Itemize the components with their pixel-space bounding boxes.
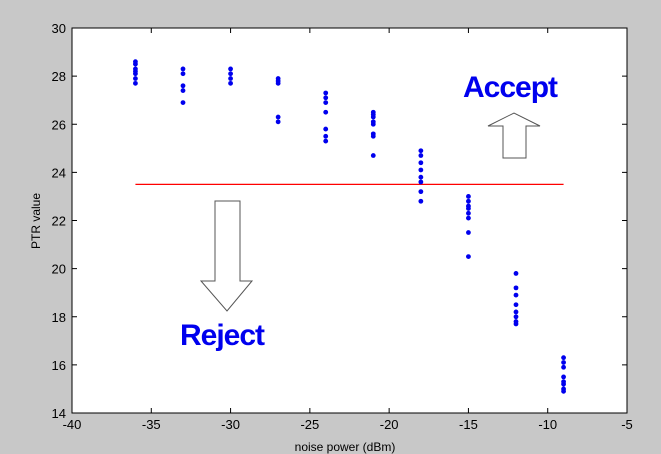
data-point: [418, 153, 424, 158]
x-tick-label: -35: [142, 417, 161, 432]
data-point: [180, 100, 186, 105]
data-point: [418, 174, 424, 180]
y-axis-label: PTR value: [29, 193, 43, 249]
data-point: [180, 66, 186, 72]
y-tick-label: 28: [52, 69, 66, 84]
data-point: [466, 210, 471, 216]
data-point: [275, 119, 281, 125]
y-tick-label: 14: [52, 406, 66, 421]
data-point: [370, 153, 376, 158]
x-tick-label: -25: [300, 417, 319, 432]
data-point: [561, 381, 566, 387]
data-point: [275, 114, 281, 120]
data-point: [418, 198, 424, 204]
y-tick-label: 20: [52, 262, 66, 277]
data-point: [466, 198, 471, 204]
data-point: [323, 90, 329, 96]
x-tick-label: -20: [380, 417, 399, 432]
data-point: [418, 160, 424, 166]
data-point: [180, 88, 186, 93]
data-point: [228, 80, 233, 86]
data-point: [513, 285, 519, 291]
accept-arrow: [487, 112, 541, 159]
data-point: [513, 302, 519, 308]
x-tick-label: -15: [459, 417, 478, 432]
data-point: [418, 148, 424, 154]
plot-area: [71, 27, 628, 414]
data-point: [275, 80, 281, 86]
data-point: [466, 206, 471, 211]
data-point: [180, 71, 186, 77]
data-point: [418, 167, 424, 173]
reject-arrow: [199, 200, 254, 312]
x-tick-label: -30: [221, 417, 240, 432]
y-tick-label: 16: [52, 358, 66, 373]
data-point: [323, 100, 329, 105]
data-point: [513, 292, 519, 298]
data-point: [133, 61, 138, 67]
data-point: [513, 321, 519, 327]
data-point: [466, 254, 471, 259]
data-point: [561, 374, 566, 380]
data-point: [561, 364, 566, 370]
data-point: [323, 138, 329, 144]
y-tick-label: 30: [52, 21, 66, 36]
data-point: [466, 194, 471, 199]
y-tick-label: 22: [52, 214, 66, 229]
data-point: [370, 114, 376, 120]
y-tick-label: 26: [52, 117, 66, 132]
data-point: [370, 133, 376, 139]
accept-label: Accept: [463, 71, 558, 104]
data-point: [418, 189, 424, 195]
data-point: [133, 76, 138, 81]
data-point: [561, 388, 566, 394]
data-point: [513, 309, 519, 315]
data-point: [228, 66, 233, 72]
axis-ticks: [71, 27, 628, 414]
y-tick-label: 24: [52, 165, 66, 180]
data-point: [466, 215, 471, 221]
data-point: [418, 179, 424, 185]
data-point: [370, 121, 376, 127]
x-tick-label: -10: [538, 417, 557, 432]
x-axis-label: noise power (dBm): [295, 440, 396, 454]
data-point: [323, 109, 329, 115]
data-point: [561, 355, 566, 361]
x-tick-label: -5: [621, 417, 633, 432]
data-point: [323, 95, 329, 101]
reject-label: Reject: [180, 319, 265, 352]
data-point: [133, 71, 138, 77]
data-point: [323, 126, 329, 132]
data-point: [323, 133, 329, 139]
data-point: [180, 83, 186, 89]
y-tick-label: 18: [52, 310, 66, 325]
axis-tick-labels: -40 -35 -30 -25 -20 -15 -10 -5 14 16 18 20 22 24 26 28 3…: [52, 21, 633, 432]
data-point: [561, 360, 566, 365]
data-point: [513, 314, 519, 320]
data-point: [513, 271, 519, 276]
data-point: [133, 80, 138, 86]
data-point: [228, 76, 233, 81]
x-tick-label: -40: [63, 417, 82, 432]
data-point: [228, 71, 233, 77]
data-point: [466, 230, 471, 235]
data-points: [133, 59, 566, 394]
